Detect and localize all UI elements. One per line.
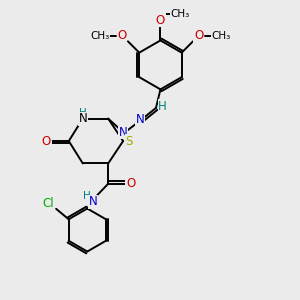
Text: Cl: Cl [43, 197, 54, 210]
Text: N: N [78, 112, 87, 125]
Text: N: N [88, 195, 97, 208]
Text: H: H [158, 100, 167, 113]
Text: O: O [126, 177, 135, 190]
Text: CH₃: CH₃ [170, 9, 190, 19]
Text: O: O [118, 29, 127, 42]
Text: O: O [194, 29, 203, 42]
Text: S: S [125, 134, 133, 148]
Text: H: H [83, 191, 91, 201]
Text: CH₃: CH₃ [90, 31, 110, 40]
Text: N: N [119, 126, 128, 139]
Text: O: O [42, 134, 51, 148]
Text: O: O [156, 14, 165, 27]
Text: N: N [136, 113, 144, 126]
Text: H: H [79, 108, 87, 118]
Text: CH₃: CH₃ [212, 31, 231, 40]
